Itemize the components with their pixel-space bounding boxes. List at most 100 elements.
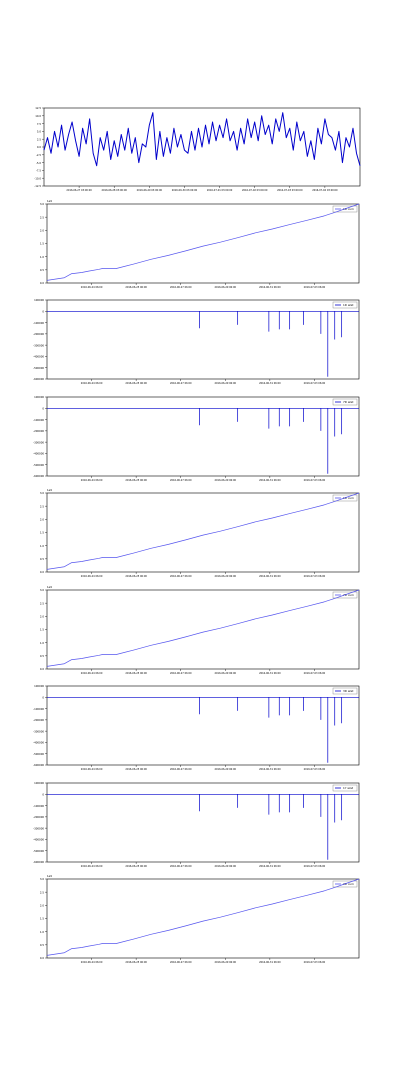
plot-frame: [46, 685, 360, 766]
y-tick-label: -200000: [33, 718, 44, 722]
y-tick-label: -400000: [33, 452, 44, 456]
y-tick-label: 1.5: [40, 917, 44, 921]
y-tick-label: 100000: [34, 781, 44, 785]
y-tick-label: -300000: [33, 729, 44, 733]
x-tick-label: 2016-06-25 06:00: [125, 961, 147, 964]
x-tick-label: 2016-07-04 03:00:00: [312, 189, 338, 192]
y-offset-label: 1e9: [47, 488, 52, 492]
plot-frame: [46, 878, 360, 959]
y-tick-label: 1.0: [40, 255, 44, 259]
y-tick-label: 0: [42, 792, 44, 796]
y-tick-label: 0.5: [40, 268, 44, 272]
x-tick-label: 2016-06-27 06:00: [170, 382, 192, 385]
x-tick-label: 2016-06-30 03:00:00: [172, 189, 198, 192]
chart-panel-9: 3.0 2.5 2.0 1.5 1.0 0.5 0.0 2016-06-24 06:00 201…: [40, 874, 360, 964]
x-tick-label: 2016-06-29 06:00: [215, 768, 237, 771]
y-tick-label: 3.0: [40, 202, 44, 206]
y-tick-label: 1.0: [40, 930, 44, 934]
x-tick-label: 2016-07-03 06:00: [304, 479, 326, 482]
plot-frame: [46, 492, 360, 573]
plot-frame: [46, 203, 360, 284]
x-tick-label: 2016-06-25 06:00: [125, 768, 147, 771]
x-tick-label: 2016-06-29 06:00: [215, 672, 237, 675]
y-tick-label: -400000: [33, 838, 44, 842]
y-tick-label: 2.5: [40, 890, 44, 894]
y-tick-label: 2.0: [40, 904, 44, 908]
plot-frame: [46, 299, 360, 380]
x-tick-label: 2016-07-03 03:00:00: [277, 189, 303, 192]
x-tick-label: 2016-06-27 03:00:00: [66, 189, 92, 192]
y-tick-label: 100000: [34, 395, 44, 399]
x-tick-label: 2016-06-25 06:00: [125, 575, 147, 578]
y-tick-label: -100000: [33, 321, 44, 325]
x-tick-label: 2016-07-03 06:00: [304, 768, 326, 771]
legend-box: [332, 398, 358, 406]
y-tick-label: -100000: [33, 804, 44, 808]
x-tick-label: 2016-07-03 06:00: [304, 865, 326, 868]
y-tick-label: -5.0: [36, 161, 41, 165]
x-tick-label: 2016-06-29 06:00: [215, 575, 237, 578]
x-tick-label: 2016-07-03 06:00: [304, 286, 326, 289]
y-tick-label: 0: [42, 695, 44, 699]
x-tick-label: 2016-06-24 06:00: [81, 768, 103, 771]
x-tick-label: 2016-06-27 06:00: [170, 575, 192, 578]
legend-label: 3D cum: [343, 882, 354, 886]
y-tick-label: 0.0: [40, 956, 44, 960]
x-tick-label: 2016-06-25 06:00: [125, 479, 147, 482]
y-tick-label: -500000: [33, 849, 44, 853]
x-tick-label: 2016-07-02 03:00:00: [242, 189, 268, 192]
y-tick-label: -100000: [33, 707, 44, 711]
x-tick-label: 2016-07-03 06:00: [304, 382, 326, 385]
y-tick-label: 100000: [34, 684, 44, 688]
x-tick-label: 2016-06-24 06:00: [81, 382, 103, 385]
x-tick-label: 2016-06-31 06:00: [259, 382, 281, 385]
legend-box: [332, 784, 358, 792]
y-tick-label: -600000: [33, 377, 44, 381]
y-tick-label: 0.0: [40, 667, 44, 671]
x-tick-label: 2016-06-27 06:00: [170, 961, 192, 964]
y-tick-label: 3.0: [40, 588, 44, 592]
y-tick-label: 0.5: [40, 557, 44, 561]
x-tick-label: 2016-06-29 06:00: [215, 286, 237, 289]
legend-label: 1D cum: [343, 207, 354, 211]
y-tick-label: -300000: [33, 826, 44, 830]
x-tick-label: 2016-06-24 06:00: [81, 479, 103, 482]
x-tick-label: 2016-06-31 06:00: [259, 865, 281, 868]
series-line: [46, 878, 360, 956]
chart-panel-7: 100000 0 -100000 -200000 -300000 -400000 -5000…: [33, 684, 360, 771]
y-tick-label: 1.5: [40, 242, 44, 246]
y-offset-label: 1e9: [47, 585, 52, 589]
series-line: [46, 203, 360, 281]
x-tick-label: 2016-06-28 03:00:00: [102, 189, 128, 192]
y-tick-label: 1.0: [40, 544, 44, 548]
legend-box: [332, 687, 358, 695]
x-tick-label: 2016-06-25 06:00: [125, 286, 147, 289]
chart-panel-8: 100000 0 -100000 -200000 -300000 -400000 -5000…: [33, 781, 360, 868]
series-line: [46, 492, 360, 570]
y-tick-label: -600000: [33, 763, 44, 767]
y-tick-label: -400000: [33, 741, 44, 745]
y-tick-label: 0.5: [40, 943, 44, 947]
y-tick-label: -500000: [33, 752, 44, 756]
y-tick-label: 1.0: [40, 641, 44, 645]
y-tick-label: 2.5: [37, 137, 41, 141]
x-tick-label: 2016-07-03 06:00: [304, 575, 326, 578]
y-tick-label: 1.5: [40, 628, 44, 632]
y-tick-label: 7.5: [37, 122, 41, 126]
x-tick-label: 2016-06-29 06:00: [215, 961, 237, 964]
y-tick-label: -100000: [33, 418, 44, 422]
chart-panel-6: 3.0 2.5 2.0 1.5 1.0 0.5 0.0 2016-06-24 06:00 201…: [40, 585, 360, 675]
y-tick-label: 2.0: [40, 615, 44, 619]
legend-label: 3D wlst: [343, 689, 354, 693]
chart-panel-5: 3.0 2.5 2.0 1.5 1.0 0.5 0.0 2016-06-24 06:00 201…: [40, 488, 360, 578]
x-tick-label: 2016-06-27 06:00: [170, 865, 192, 868]
legend-label: 1D wlst: [343, 303, 354, 307]
x-tick-label: 2016-06-27 06:00: [170, 672, 192, 675]
y-tick-label: 12.5: [35, 106, 41, 110]
y-offset-label: 1e9: [47, 199, 52, 203]
y-tick-label: -600000: [33, 474, 44, 478]
plot-frame: [46, 589, 360, 670]
legend-label: 7D wlst: [343, 400, 354, 404]
x-tick-label: 2016-06-27 06:00: [170, 286, 192, 289]
x-tick-label: 2016-06-25 06:00: [125, 865, 147, 868]
